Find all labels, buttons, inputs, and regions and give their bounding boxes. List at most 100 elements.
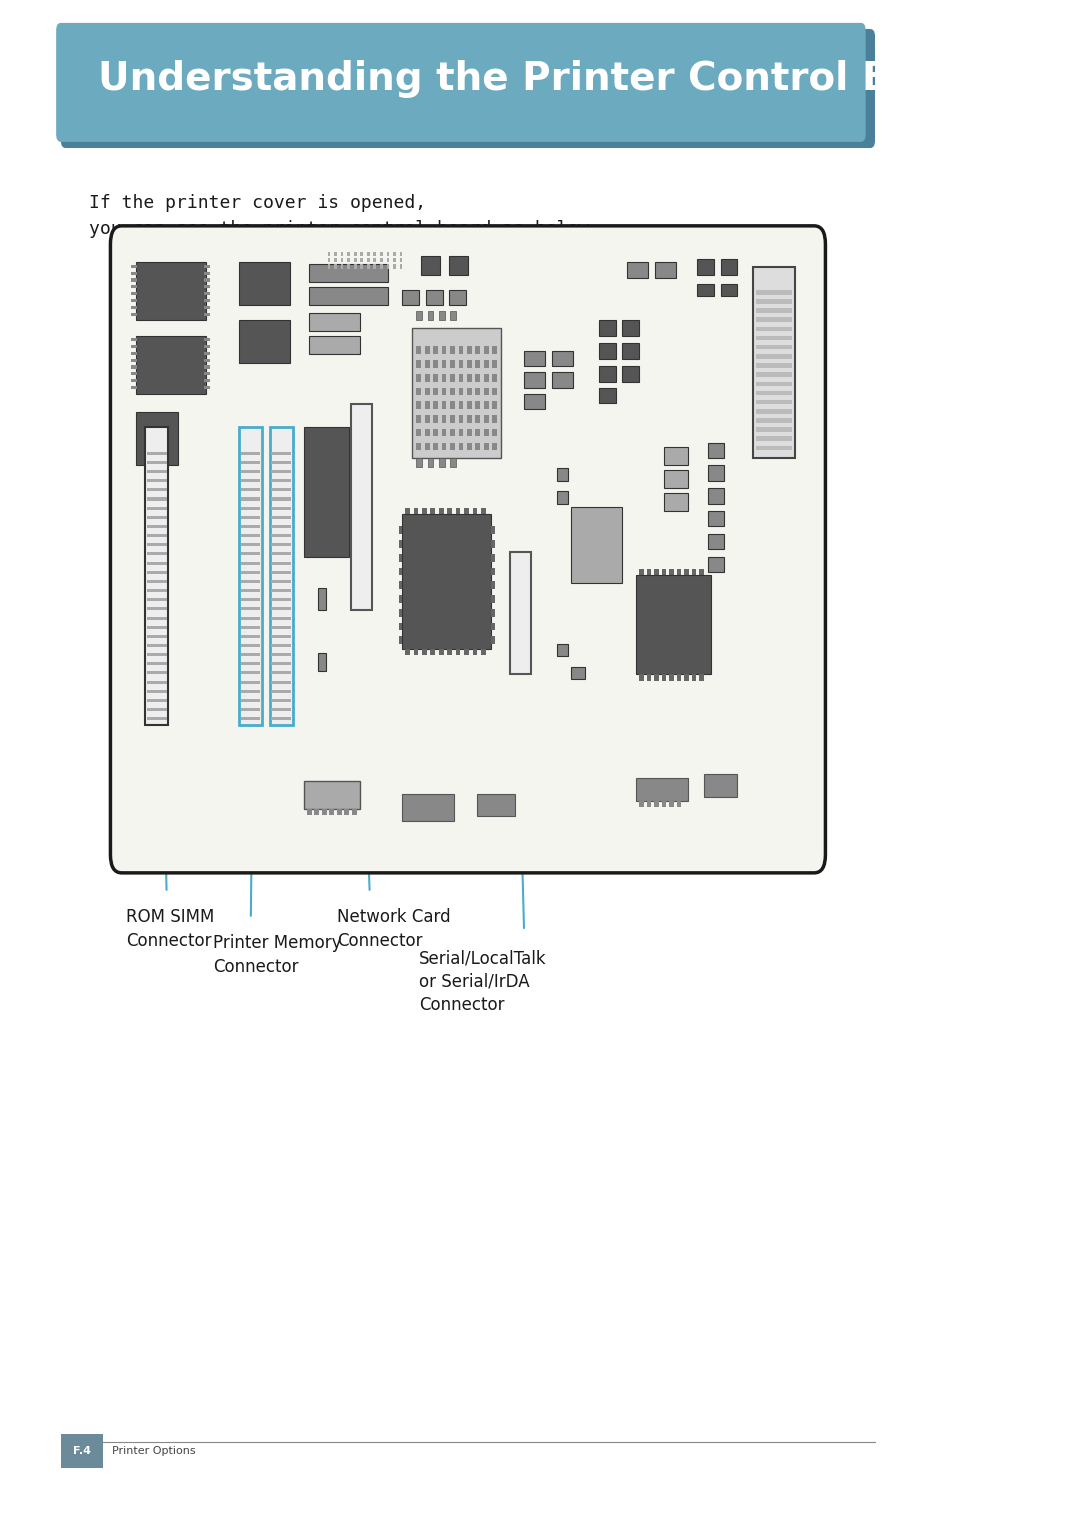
FancyBboxPatch shape (60, 29, 875, 148)
Bar (459, 360, 463, 368)
Bar (147, 497, 166, 501)
Bar (374, 264, 376, 269)
Bar (399, 526, 403, 534)
Bar (484, 443, 488, 450)
Bar (424, 360, 430, 368)
Bar (492, 388, 497, 395)
Bar (131, 293, 137, 296)
Bar (473, 649, 477, 655)
Bar (756, 345, 792, 349)
Bar (147, 589, 166, 592)
Bar (241, 461, 260, 464)
Bar (467, 443, 472, 450)
Bar (475, 388, 481, 395)
Bar (622, 343, 639, 359)
Bar (241, 671, 260, 674)
Bar (639, 569, 644, 575)
Bar (380, 252, 382, 256)
Bar (756, 336, 792, 340)
Bar (417, 415, 421, 423)
Bar (417, 311, 422, 320)
Bar (241, 452, 260, 455)
Bar (459, 346, 463, 354)
Bar (271, 452, 291, 455)
Text: Serial/LocalTalk
or Serial/IrDA
Connector: Serial/LocalTalk or Serial/IrDA Connecto… (419, 949, 546, 1015)
Bar (147, 607, 166, 610)
Bar (361, 264, 363, 269)
Bar (399, 595, 403, 603)
Bar (147, 671, 166, 674)
Bar (309, 313, 361, 331)
Bar (484, 429, 488, 436)
Bar (400, 264, 403, 269)
Bar (271, 516, 291, 519)
Bar (400, 258, 403, 262)
Bar (639, 674, 644, 681)
Bar (424, 429, 430, 436)
Bar (147, 653, 166, 656)
Bar (424, 374, 430, 382)
Bar (147, 470, 166, 473)
Bar (481, 508, 486, 514)
Bar (467, 401, 472, 409)
Bar (271, 488, 291, 491)
Bar (484, 415, 488, 423)
Bar (334, 264, 337, 269)
Bar (450, 346, 455, 354)
Bar (428, 311, 433, 320)
Bar (361, 252, 363, 256)
Bar (414, 508, 418, 514)
Bar (417, 388, 421, 395)
Bar (491, 526, 495, 534)
Bar (524, 394, 544, 409)
Bar (438, 311, 445, 320)
Bar (204, 313, 210, 316)
Bar (147, 571, 166, 574)
Bar (449, 290, 467, 305)
Bar (241, 488, 260, 491)
Bar (347, 264, 350, 269)
Bar (654, 569, 659, 575)
Bar (662, 674, 666, 681)
Bar (354, 252, 356, 256)
Bar (756, 290, 792, 295)
Bar (147, 507, 166, 510)
Bar (204, 299, 210, 302)
Bar (271, 690, 291, 693)
Bar (147, 580, 166, 583)
Bar (647, 801, 651, 807)
Bar (345, 809, 349, 815)
Bar (491, 636, 495, 644)
Bar (271, 662, 291, 665)
Bar (241, 525, 260, 528)
Bar (393, 252, 396, 256)
Bar (309, 287, 389, 305)
Bar (327, 258, 330, 262)
Bar (442, 360, 446, 368)
Bar (492, 360, 497, 368)
Bar (387, 258, 389, 262)
Bar (147, 690, 166, 693)
Bar (305, 427, 349, 557)
Bar (241, 507, 260, 510)
Bar (271, 497, 291, 501)
Bar (241, 571, 260, 574)
Bar (464, 508, 469, 514)
Bar (241, 580, 260, 583)
Bar (131, 266, 137, 269)
Bar (491, 540, 495, 548)
Bar (756, 436, 792, 441)
Bar (438, 508, 444, 514)
Bar (720, 284, 738, 296)
Bar (147, 617, 166, 620)
Bar (467, 429, 472, 436)
Bar (241, 699, 260, 702)
Bar (447, 649, 453, 655)
Bar (399, 636, 403, 644)
Bar (271, 681, 291, 684)
Bar (691, 674, 697, 681)
Bar (467, 346, 472, 354)
Bar (656, 262, 676, 278)
Bar (319, 653, 326, 671)
Bar (204, 272, 210, 275)
